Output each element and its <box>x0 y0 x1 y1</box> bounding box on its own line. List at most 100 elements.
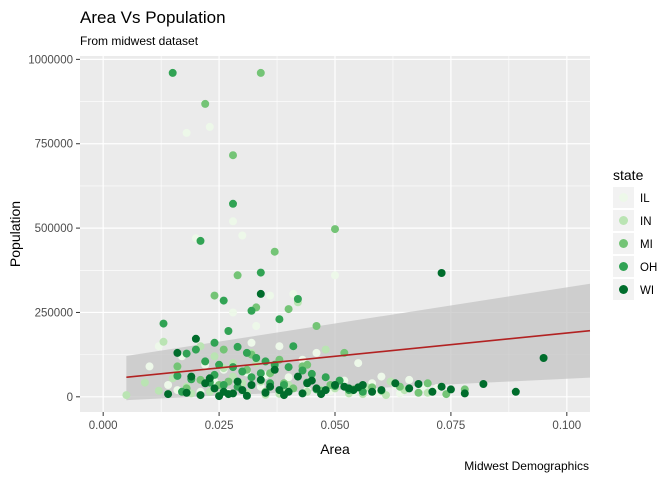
legend-swatch-wi <box>619 285 628 294</box>
point-oh <box>252 354 261 362</box>
point-oh <box>289 342 298 351</box>
x-tick-label: 0.075 <box>437 420 466 432</box>
point-mi <box>173 362 182 371</box>
point-il <box>331 271 339 280</box>
point-wi <box>187 372 196 381</box>
point-in <box>122 391 131 400</box>
axes: 0.000 0.025 0.050 0.075 0.100 0 250000 500000 75… <box>28 54 581 432</box>
point-il <box>164 381 173 389</box>
point-il <box>312 348 321 357</box>
point-in <box>140 378 149 387</box>
legend-swatch-mi <box>619 239 628 248</box>
point-mi <box>331 225 339 234</box>
legend-label-in: IN <box>640 216 652 228</box>
y-tick-label: 1000000 <box>28 54 73 66</box>
point-oh <box>191 345 200 354</box>
x-tick-label: 0.100 <box>552 420 581 432</box>
point-mi <box>210 291 219 300</box>
legend-label-il: IL <box>640 193 650 205</box>
point-wi <box>317 390 326 399</box>
point-il <box>377 372 386 381</box>
point-wi <box>210 384 219 393</box>
point-in <box>321 345 330 354</box>
point-oh <box>284 363 293 372</box>
point-oh <box>215 360 224 369</box>
point-oh <box>173 371 182 380</box>
point-oh <box>182 349 191 358</box>
point-wi <box>205 374 214 383</box>
point-wi <box>270 365 279 374</box>
point-il <box>275 342 284 351</box>
point-wi <box>479 380 488 388</box>
y-tick-label: 750000 <box>35 139 73 151</box>
point-oh <box>168 68 177 77</box>
point-wi <box>460 389 469 398</box>
point-mi <box>256 68 265 77</box>
point-oh <box>298 366 307 375</box>
point-wi <box>391 379 400 388</box>
point-il <box>284 373 293 382</box>
point-oh <box>321 373 330 382</box>
y-axis-title: Population <box>7 201 23 267</box>
point-oh <box>219 296 228 305</box>
point-wi <box>233 377 242 386</box>
point-mi <box>303 360 312 369</box>
legend-swatch-il <box>619 193 628 202</box>
point-wi <box>266 382 275 391</box>
chart-caption: Midwest Demographics <box>464 459 589 473</box>
point-wi <box>298 389 307 398</box>
point-oh <box>224 327 233 335</box>
legend-label-wi: WI <box>640 285 654 297</box>
point-oh <box>256 268 265 277</box>
point-wi <box>224 390 233 399</box>
point-oh <box>280 381 288 389</box>
point-il <box>405 375 414 384</box>
point-oh <box>238 367 247 376</box>
x-tick-label: 0.050 <box>321 420 350 432</box>
point-wi <box>405 384 414 393</box>
point-oh <box>275 315 284 324</box>
point-wi <box>307 376 316 385</box>
point-oh <box>196 236 205 245</box>
point-oh <box>201 357 210 366</box>
point-il <box>205 122 214 131</box>
point-wi <box>256 375 265 384</box>
point-wi <box>215 392 224 401</box>
point-wi <box>173 348 182 357</box>
point-oh <box>256 369 265 378</box>
point-wi <box>182 388 191 397</box>
point-in <box>154 386 163 395</box>
point-wi <box>414 380 423 388</box>
legend-label-mi: MI <box>640 239 653 251</box>
y-tick-label: 0 <box>67 392 73 404</box>
point-il <box>247 338 256 347</box>
point-il <box>145 362 154 371</box>
point-wi <box>280 391 288 400</box>
point-wi <box>238 386 247 395</box>
point-il <box>252 322 261 330</box>
point-oh <box>159 319 168 328</box>
point-mi <box>312 322 321 330</box>
point-wi <box>437 269 446 277</box>
point-oh <box>247 373 256 382</box>
y-tick-label: 500000 <box>35 223 73 235</box>
point-in <box>210 352 219 361</box>
point-wi <box>377 386 386 395</box>
y-tick-label: 250000 <box>35 307 73 319</box>
point-mi <box>423 379 432 388</box>
x-tick-label: 0.025 <box>205 420 234 432</box>
point-mi <box>284 305 293 314</box>
point-il <box>229 217 237 226</box>
legend-swatch-in <box>619 216 628 225</box>
point-wi <box>293 372 302 381</box>
point-mi <box>219 345 228 354</box>
point-wi <box>247 381 256 389</box>
point-wi <box>196 391 205 400</box>
point-mi <box>270 247 279 256</box>
point-mi <box>414 388 423 397</box>
point-oh <box>229 199 237 208</box>
point-wi <box>242 391 251 400</box>
smooth-fit-line <box>126 329 591 379</box>
legend-label-oh: OH <box>640 262 657 274</box>
point-il <box>238 231 247 240</box>
